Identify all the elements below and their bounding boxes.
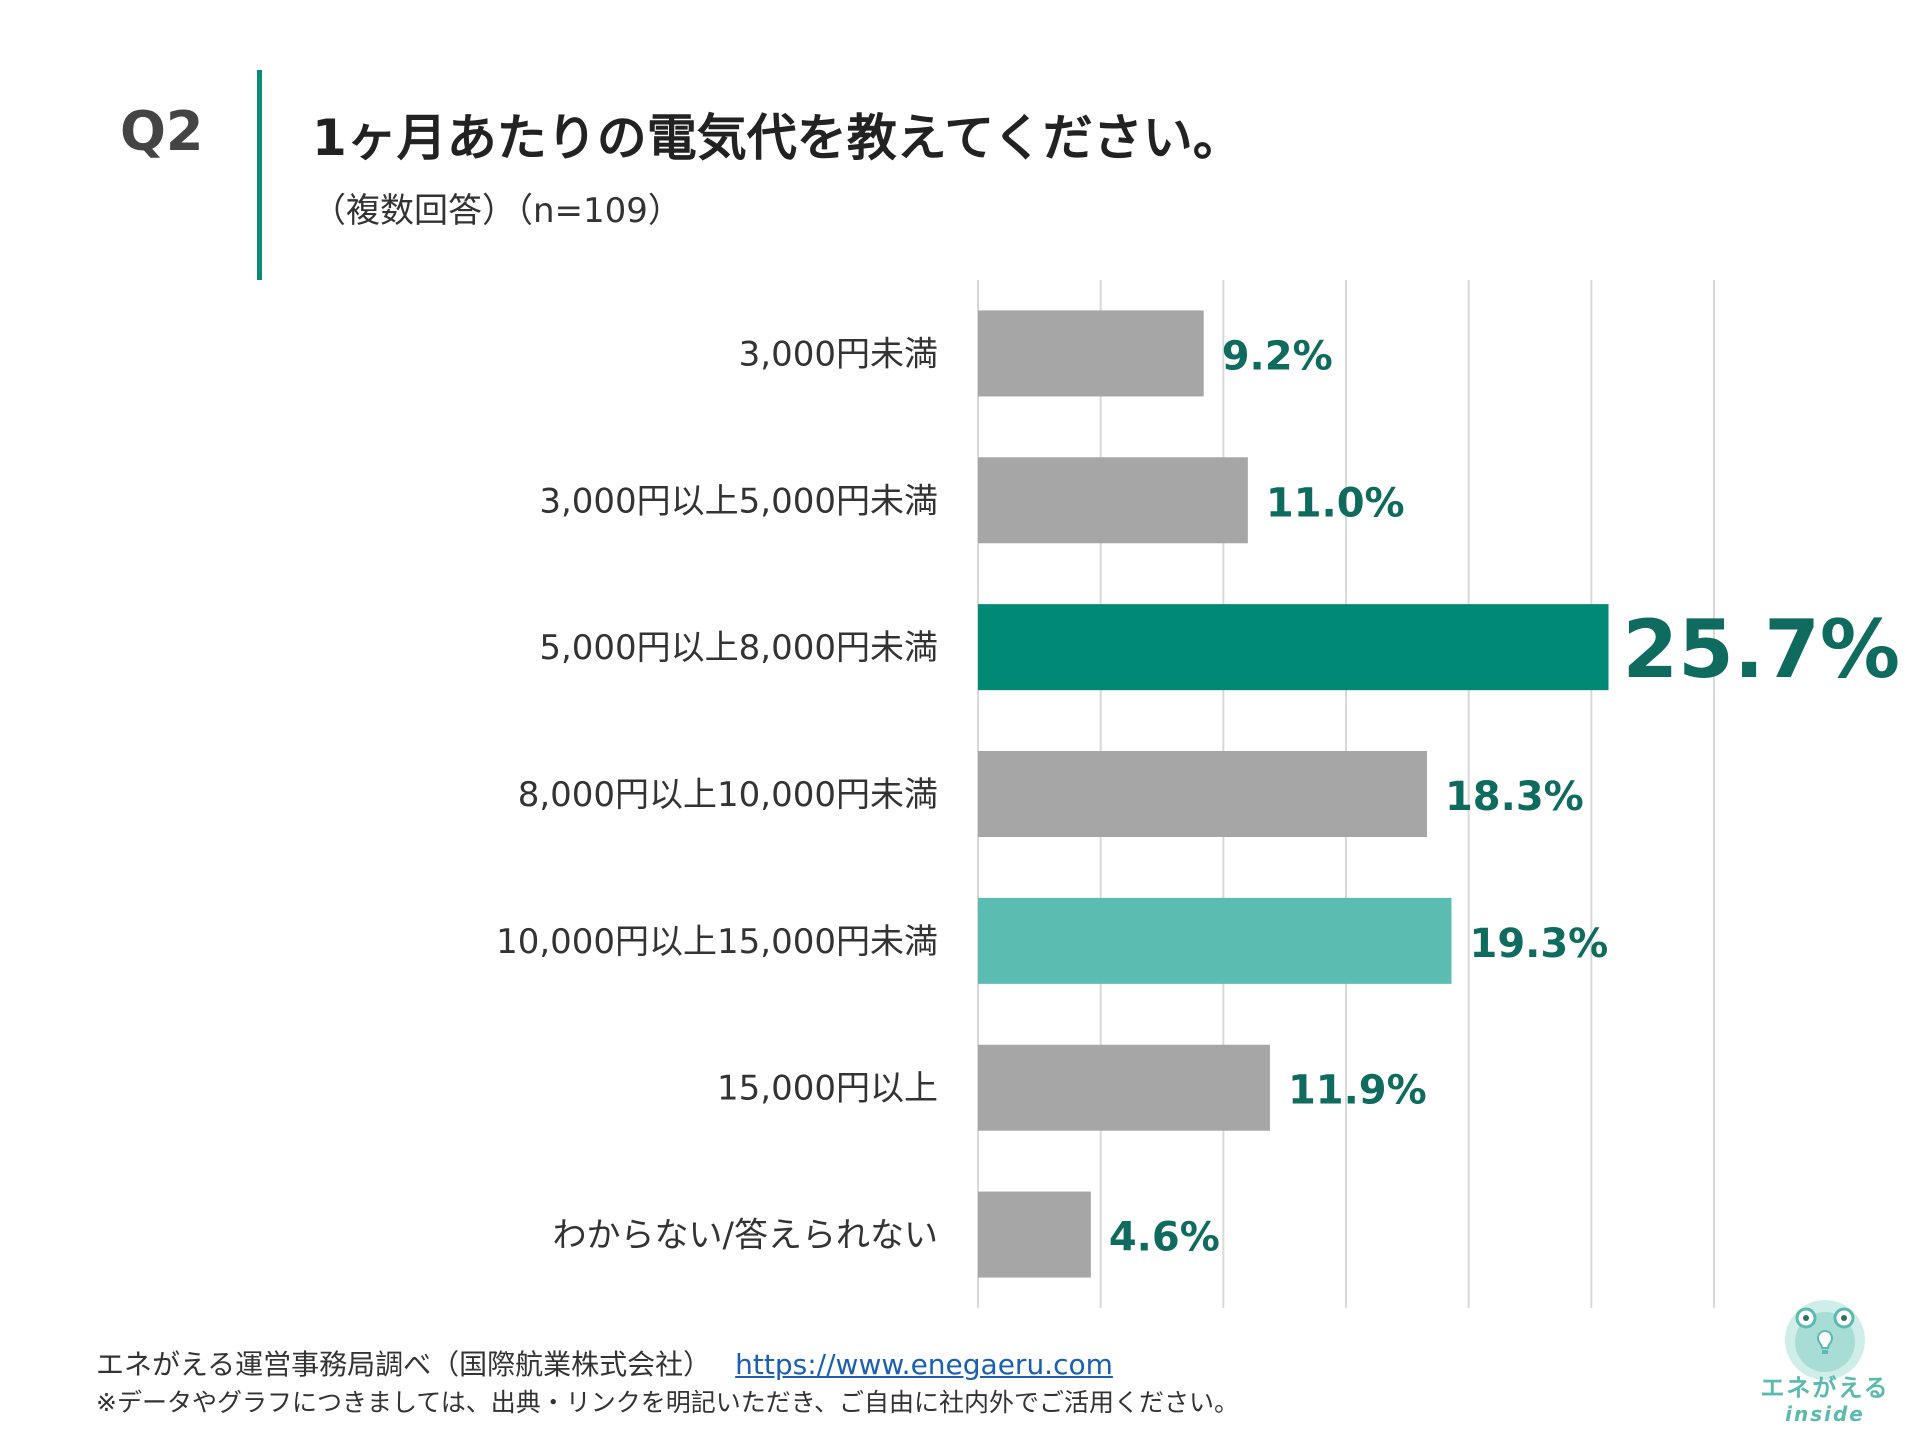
category-label: 5,000円以上8,000円未満 bbox=[539, 628, 938, 668]
bar bbox=[978, 897, 1452, 984]
category-label: 3,000円以上5,000円未満 bbox=[539, 481, 938, 521]
page-subtitle: （複数回答）（n=109） bbox=[312, 191, 682, 231]
category-labels: 3,000円未満 3,000円以上5,000円未満 5,000円以上8,000円未満… bbox=[496, 334, 938, 1255]
header-divider bbox=[257, 70, 262, 280]
bar bbox=[978, 310, 1204, 397]
bars bbox=[978, 310, 1609, 1278]
source-text: エネがえる運営事務局調べ（国際航業株式会社） bbox=[96, 1348, 712, 1381]
category-label: 10,000円以上15,000円未満 bbox=[496, 922, 938, 962]
usage-notice: ※データやグラフにつきましては、出典・リンクを明記いただき、ご自由に社内外でご活… bbox=[96, 1388, 1239, 1417]
category-label: 3,000円未満 bbox=[739, 334, 938, 374]
question-number: Q2 bbox=[120, 100, 204, 163]
logo-name: エネがえる bbox=[1760, 1374, 1890, 1402]
source-link[interactable]: https://www.enegaeru.com bbox=[735, 1348, 1113, 1381]
value-label: 11.0% bbox=[1266, 480, 1405, 526]
category-label: 8,000円以上10,000円未満 bbox=[518, 775, 938, 815]
bar bbox=[978, 1191, 1091, 1278]
value-label: 19.3% bbox=[1469, 921, 1608, 967]
value-label: 25.7% bbox=[1623, 603, 1901, 696]
category-label: 15,000円以上 bbox=[717, 1069, 938, 1109]
enegaeru-logo-icon bbox=[1785, 1300, 1865, 1380]
category-label: わからない/答えられない bbox=[553, 1216, 938, 1256]
bar bbox=[978, 604, 1609, 691]
value-label: 18.3% bbox=[1445, 774, 1584, 820]
bar bbox=[978, 1044, 1270, 1131]
bar bbox=[978, 751, 1427, 837]
value-label: 9.2% bbox=[1222, 333, 1333, 379]
value-labels: 9.2% 11.0% 25.7% 18.3% 19.3% 11.9% 4.6% bbox=[1109, 333, 1900, 1260]
value-label: 11.9% bbox=[1288, 1068, 1427, 1114]
value-label: 4.6% bbox=[1109, 1215, 1220, 1261]
page-title: 1ヶ月あたりの電気代を教えてください。 bbox=[312, 109, 1243, 167]
bar bbox=[978, 457, 1248, 544]
logo-sub: inside bbox=[1785, 1402, 1865, 1426]
source-line: エネがえる運営事務局調べ（国際航業株式会社） https://www.enegae… bbox=[96, 1343, 1113, 1383]
